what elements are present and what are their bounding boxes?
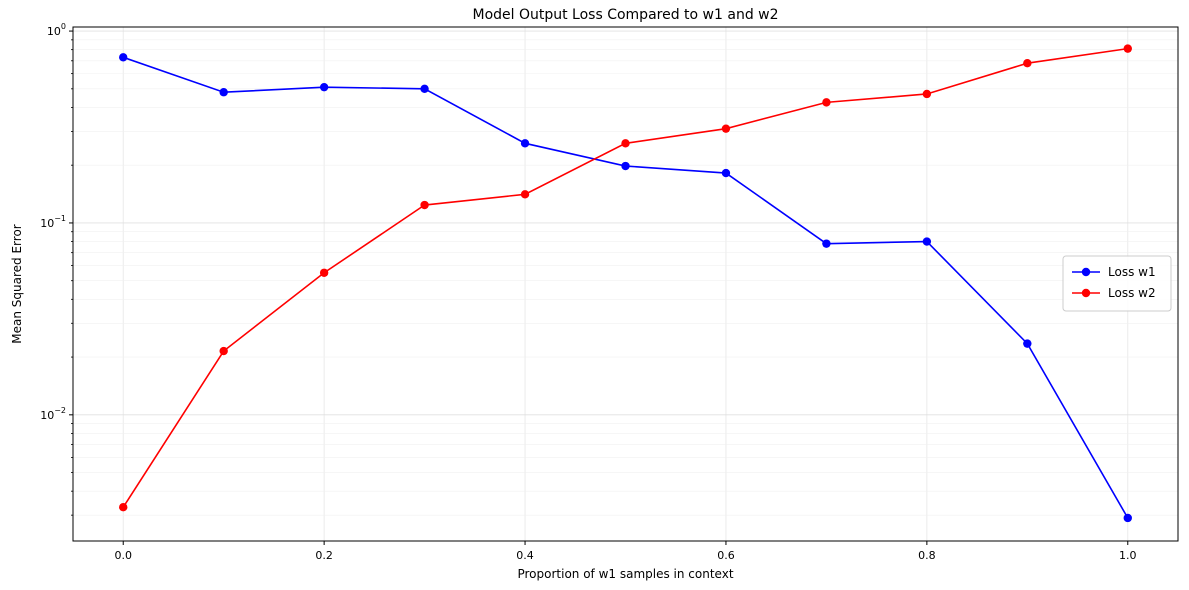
data-point	[219, 346, 228, 356]
legend-marker	[1081, 267, 1091, 277]
grid	[73, 27, 1178, 541]
data-point	[922, 89, 932, 99]
legend: Loss w1 Loss w2	[1062, 255, 1172, 312]
data-point	[119, 503, 128, 512]
data-point	[1123, 44, 1132, 53]
x-tick-label: 1.0	[1119, 549, 1137, 562]
data-point	[420, 200, 429, 210]
y-tick-label: 100	[47, 22, 66, 38]
data-point	[1023, 339, 1032, 348]
legend-label: Loss w1	[1108, 265, 1156, 279]
legend-marker	[1081, 288, 1091, 298]
data-point	[1123, 513, 1132, 523]
y-axis-label: Mean Squared Error	[10, 224, 24, 344]
data-point	[621, 161, 630, 171]
axis-ticks: 0.0 0.2 0.4 0.6 0.8 1.0 10−2 10−1 100	[40, 22, 1136, 562]
data-point	[319, 268, 329, 277]
data-point	[822, 239, 831, 248]
x-tick-label: 0.4	[516, 549, 534, 562]
x-tick-label: 0.6	[717, 549, 735, 562]
series-layer	[119, 44, 1132, 523]
series-line	[122, 56, 1129, 519]
series-line	[122, 47, 1128, 508]
legend-box	[1062, 255, 1172, 312]
legend-label: Loss w2	[1108, 286, 1156, 300]
data-point	[520, 139, 530, 148]
data-point	[621, 139, 630, 148]
data-point	[219, 88, 228, 97]
data-point	[319, 82, 329, 92]
x-tick-label: 0.2	[315, 549, 333, 562]
data-point	[721, 168, 731, 178]
data-point	[721, 124, 731, 133]
data-point	[119, 53, 128, 62]
x-tick-label: 0.8	[918, 549, 936, 562]
data-point	[520, 190, 530, 199]
y-tick-label: 10−1	[40, 214, 66, 230]
data-point	[922, 237, 932, 246]
data-point	[1023, 59, 1032, 68]
x-axis-label: Proportion of w1 samples in context	[517, 567, 733, 581]
chart-title: Model Output Loss Compared to w1 and w2	[472, 7, 778, 23]
data-point	[420, 84, 429, 94]
data-point	[822, 98, 831, 107]
plot-frame	[72, 26, 1179, 542]
y-tick-label: 10−2	[40, 406, 66, 422]
x-tick-label: 0.0	[114, 549, 132, 562]
